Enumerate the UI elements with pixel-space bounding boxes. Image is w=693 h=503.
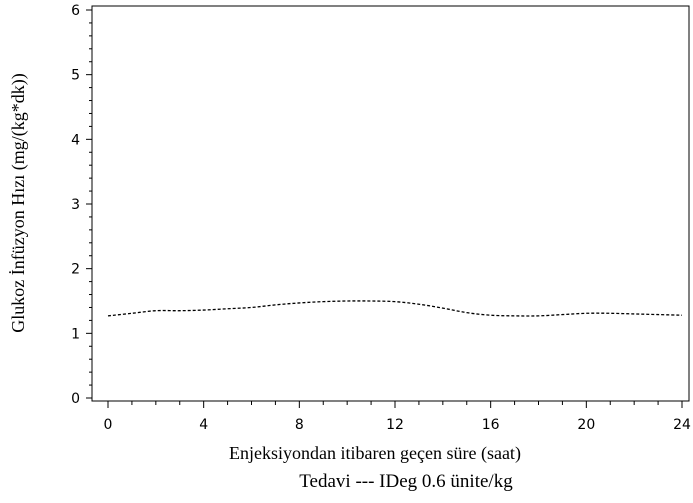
y-tick-label: 4 bbox=[71, 132, 80, 148]
x-tick-label: 8 bbox=[295, 417, 304, 433]
legend-label: Tedavi --- IDeg 0.6 ünite/kg bbox=[299, 471, 513, 492]
y-tick-label: 2 bbox=[71, 262, 80, 278]
x-tick-label: 12 bbox=[386, 417, 404, 433]
x-tick-label: 0 bbox=[104, 417, 113, 433]
y-tick-label: 5 bbox=[71, 68, 80, 84]
x-tick-label: 16 bbox=[482, 417, 500, 433]
x-tick-label: 20 bbox=[577, 417, 595, 433]
y-tick-label: 6 bbox=[71, 3, 80, 19]
y-tick-label: 1 bbox=[71, 326, 80, 342]
plot-area bbox=[91, 5, 690, 402]
y-axis: 0 1 2 3 4 5 6 bbox=[71, 3, 92, 407]
plot-frame bbox=[91, 5, 690, 402]
series-line bbox=[107, 300, 683, 317]
x-axis: 0 4 8 12 16 20 24 bbox=[104, 401, 691, 433]
x-tick-label: 24 bbox=[673, 417, 691, 433]
y-tick-label: 0 bbox=[71, 391, 80, 407]
y-axis-title: Glukoz İnfüzyon Hızı (mg/(kg*dk)) bbox=[8, 73, 29, 332]
x-tick-label: 4 bbox=[199, 417, 208, 433]
y-tick-label: 3 bbox=[71, 197, 80, 213]
series-layer bbox=[107, 300, 683, 317]
x-axis-title: Enjeksiyondan itibaren geçen süre (saat) bbox=[229, 443, 521, 464]
